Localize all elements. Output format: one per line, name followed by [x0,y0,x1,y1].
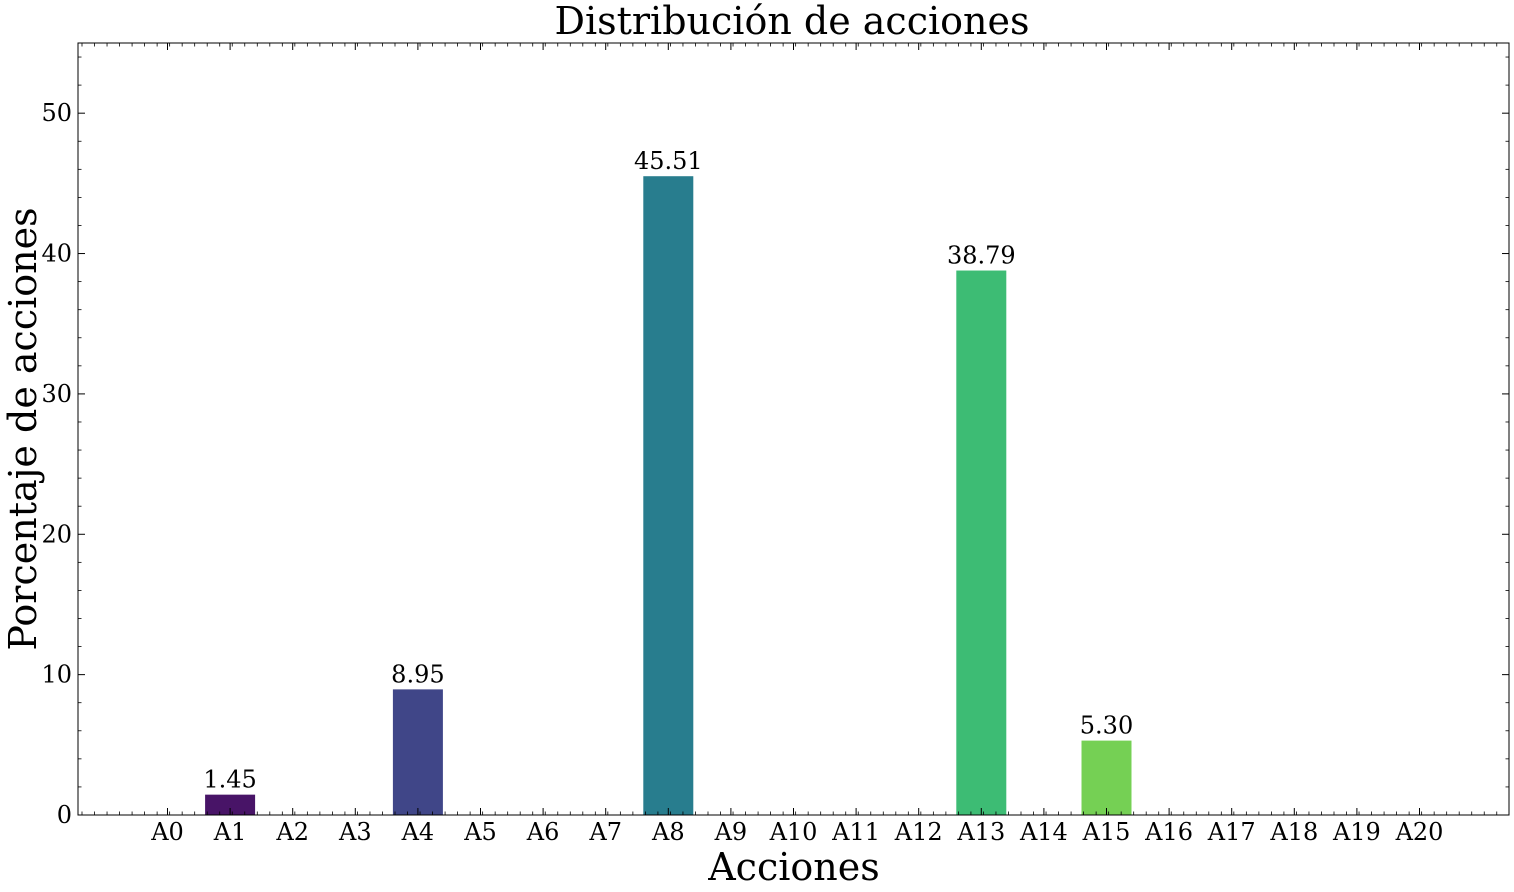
chart-title: Distribución de acciones [555,0,1030,43]
ticks-group: A0 A1 A2 A3 A4 A5 A6 A7 A8 A9 A10 A11 A12 A13 A14 A15 A1… [41,43,1509,846]
y-tick-label-20: 20 [41,520,72,548]
x-tick-label-A2: A2 [275,818,309,846]
data-label-A8: 45.51 [634,147,703,175]
x-tick-label-A7: A7 [588,818,622,846]
x-tick-label-A16: A16 [1144,818,1193,846]
x-tick-label-A10: A10 [769,818,818,846]
bar-A15 [1081,740,1132,815]
x-tick-label-A15: A15 [1082,818,1131,846]
x-tick-label-A6: A6 [526,818,560,846]
bar-A8 [643,176,694,816]
x-tick-label-A8: A8 [651,818,685,846]
x-tick-label-A20: A20 [1395,818,1444,846]
x-tick-label-A0: A0 [150,818,184,846]
x-tick-label-A1: A1 [213,818,247,846]
data-labels-group: 1.45 8.95 45.51 38.79 5.30 [203,147,1133,793]
bar-A1 [205,794,256,815]
plot-area-frame [77,42,1510,816]
y-tick-label-40: 40 [41,240,72,268]
x-tick-label-A12: A12 [894,818,943,846]
bar-A13 [956,270,1007,816]
bars-group [205,176,1132,816]
x-tick-label-A14: A14 [1019,818,1068,846]
x-tick-label-A3: A3 [338,818,372,846]
data-label-A1: 1.45 [203,766,256,794]
y-tick-label-50: 50 [41,99,72,127]
data-label-A13: 38.79 [947,242,1016,270]
y-tick-label-0: 0 [57,801,72,829]
x-tick-label-A19: A19 [1332,818,1381,846]
x-axis-label: Acciones [707,845,880,889]
y-tick-label-30: 30 [41,380,72,408]
x-tick-label-A18: A18 [1269,818,1318,846]
x-tick-label-A4: A4 [401,818,435,846]
data-label-A4: 8.95 [391,660,444,688]
y-axis-label: Porcentaje de acciones [1,207,45,650]
data-label-A15: 5.30 [1080,712,1133,740]
y-tick-label-10: 10 [41,661,72,689]
x-tick-label-A13: A13 [956,818,1005,846]
x-tick-label-A5: A5 [463,818,497,846]
x-tick-label-A17: A17 [1207,818,1256,846]
x-tick-label-A9: A9 [714,818,748,846]
x-tick-label-A11: A11 [831,818,880,846]
bar-A4 [392,689,443,815]
